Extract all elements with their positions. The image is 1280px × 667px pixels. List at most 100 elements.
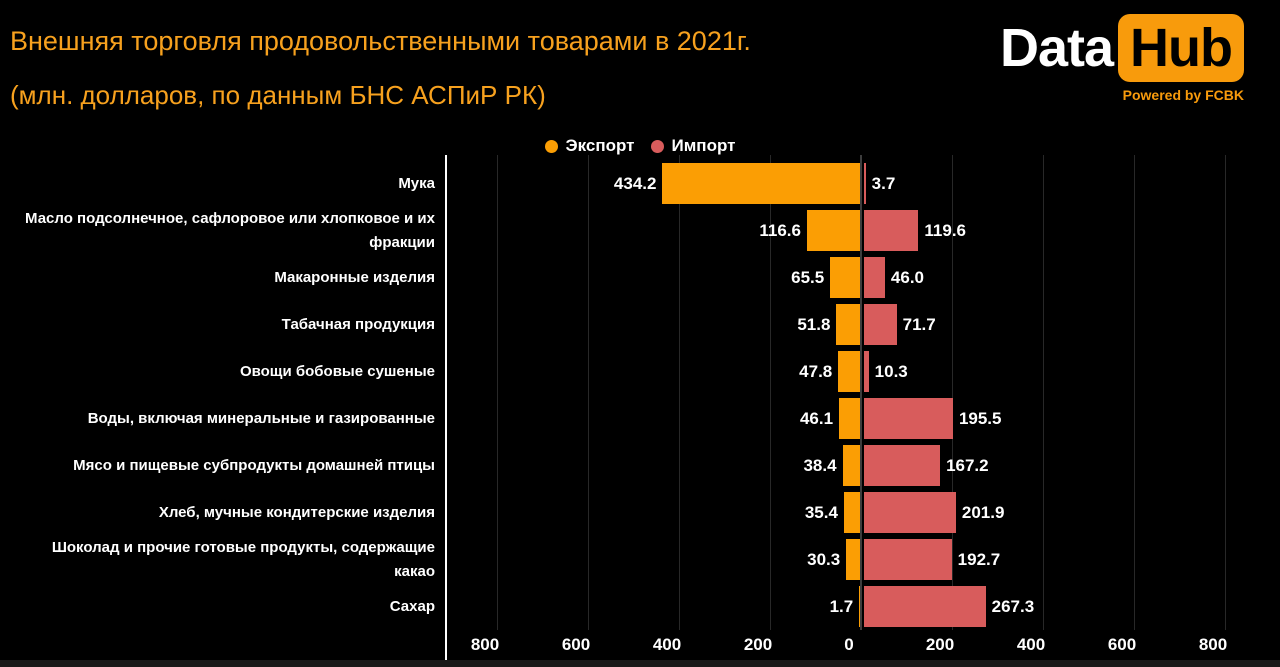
x-axis-tick-label: 800	[470, 635, 500, 654]
row-plot-area: 35.4 201.9	[447, 489, 1280, 536]
logo-badge-hub: Hub	[1118, 14, 1244, 82]
gridline	[769, 155, 771, 630]
x-axis-tick-label: 200	[743, 635, 773, 654]
row-plot-area: 116.6 119.6	[447, 207, 1280, 254]
chart-row: Шоколад и прочие готовые продукты, содер…	[0, 536, 1280, 583]
import-bar	[864, 492, 956, 533]
export-bar	[662, 163, 860, 204]
category-label: Шоколад и прочие готовые продукты, содер…	[51, 538, 435, 580]
export-bar	[843, 492, 860, 533]
import-bar	[864, 445, 941, 486]
x-axis-tick-label: 600	[561, 635, 591, 654]
import-value-label: 10.3	[874, 362, 908, 381]
x-axis-tick-label: 0	[844, 635, 854, 654]
bottom-strip	[0, 660, 1280, 667]
import-value-label: 46.0	[890, 268, 925, 287]
import-value-label: 192.7	[957, 550, 1001, 569]
import-value-label: 167.2	[946, 456, 989, 475]
x-axis-tick-label: 400	[1016, 635, 1046, 654]
import-bar	[864, 586, 986, 627]
import-legend-label: Импорт	[671, 136, 736, 155]
y-axis-line	[445, 155, 447, 667]
export-value-label: 46.1	[799, 409, 834, 428]
chart-row: Овощи бобовые сушеные 47.8 10.3	[0, 348, 1280, 395]
legend: Экспорт Импорт	[0, 136, 1280, 156]
row-plot-area: 51.8 71.7	[447, 301, 1280, 348]
row-plot-area: 38.4 167.2	[447, 442, 1280, 489]
chart-row: Мука 434.2 3.7	[0, 160, 1280, 207]
export-value-label: 434.2	[613, 174, 657, 193]
import-bar	[864, 398, 953, 439]
export-bar	[838, 351, 860, 392]
datahub-logo: Data Hub Powered by FCBK	[1000, 14, 1244, 103]
chart-title: Внешняя торговля продовольственными това…	[10, 26, 751, 56]
gridline	[587, 155, 589, 630]
chart-row: Макаронные изделия 65.5 46.0	[0, 254, 1280, 301]
row-plot-area: 30.3 192.7	[447, 536, 1280, 583]
legend-import-item: Импорт	[650, 136, 736, 156]
import-value-label: 119.6	[924, 221, 967, 240]
export-legend-dot-icon	[544, 139, 558, 153]
export-bar	[830, 257, 860, 298]
x-axis-tick-label: 600	[1107, 635, 1137, 654]
category-label: Воды, включая минеральные и газированные	[87, 409, 435, 427]
row-plot-area: 47.8 10.3	[447, 348, 1280, 395]
logo-row: Data Hub	[1000, 14, 1244, 82]
gridline	[1224, 155, 1226, 630]
row-plot-area: 434.2 3.7	[447, 160, 1280, 207]
category-label: Табачная продукция	[281, 315, 435, 333]
category-label: Овощи бобовые сушеные	[239, 362, 435, 380]
export-value-label: 35.4	[804, 503, 838, 522]
category-label: Мука	[398, 174, 435, 192]
gridline	[951, 155, 953, 630]
import-value-label: 195.5	[958, 409, 1002, 428]
export-value-label: 1.7	[829, 597, 854, 616]
export-bar	[806, 210, 860, 251]
export-value-label: 116.6	[759, 221, 801, 240]
export-bar	[859, 586, 860, 627]
category-label: Сахар	[389, 597, 435, 615]
row-plot-area: 46.1 195.5	[447, 395, 1280, 442]
export-value-label: 51.8	[797, 315, 831, 334]
import-bar	[864, 304, 897, 345]
x-axis-tick-label: 400	[652, 635, 682, 654]
gridline	[1042, 155, 1044, 630]
gridline	[496, 155, 498, 630]
gridline	[1133, 155, 1135, 630]
export-bar	[836, 304, 860, 345]
diverging-bar-chart: Мука 434.2 3.7 Масло подсолнечное, сафлоров…	[0, 155, 1280, 667]
import-value-label: 3.7	[871, 174, 896, 193]
chart-rows: Мука 434.2 3.7 Масло подсолнечное, сафлоров…	[0, 160, 1280, 630]
gridline	[678, 155, 680, 630]
category-label: Мясо и пищевые субпродукты домашней птиц…	[73, 456, 435, 474]
x-axis: 800 600 400 200 0 200 400 600 800	[447, 635, 1280, 659]
export-value-label: 47.8	[799, 362, 833, 381]
import-bar	[864, 163, 866, 204]
x-axis-tick-label: 800	[1198, 635, 1228, 654]
chart-row: Воды, включая минеральные и газированные…	[0, 395, 1280, 442]
chart-row: Масло подсолнечное, сафлоровое или хлопк…	[0, 207, 1280, 254]
legend-export-item: Экспорт	[544, 136, 635, 156]
category-label: Масло подсолнечное, сафлоровое или хлопк…	[25, 209, 435, 251]
export-bar	[846, 539, 860, 580]
import-value-label: 267.3	[991, 597, 1035, 616]
gridline-layer	[447, 155, 1280, 630]
import-bar	[864, 539, 952, 580]
x-axis-tick-label: 200	[925, 635, 955, 654]
import-bar	[864, 210, 919, 251]
row-plot-area: 1.7 267.3	[447, 583, 1280, 630]
export-value-label: 38.4	[803, 456, 837, 475]
category-label: Макаронные изделия	[274, 268, 435, 286]
import-value-label: 201.9	[961, 503, 1005, 522]
import-bar	[864, 257, 885, 298]
logo-text-data: Data	[999, 18, 1114, 78]
zero-gridline	[860, 155, 862, 630]
export-bar	[842, 445, 860, 486]
category-label: Хлеб, мучные кондитерские изделия	[158, 503, 435, 521]
import-value-label: 71.7	[902, 315, 936, 334]
export-value-label: 65.5	[791, 268, 825, 287]
import-legend-dot-icon	[650, 139, 664, 153]
export-legend-label: Экспорт	[565, 136, 635, 155]
chart-row: Мясо и пищевые субпродукты домашней птиц…	[0, 442, 1280, 489]
